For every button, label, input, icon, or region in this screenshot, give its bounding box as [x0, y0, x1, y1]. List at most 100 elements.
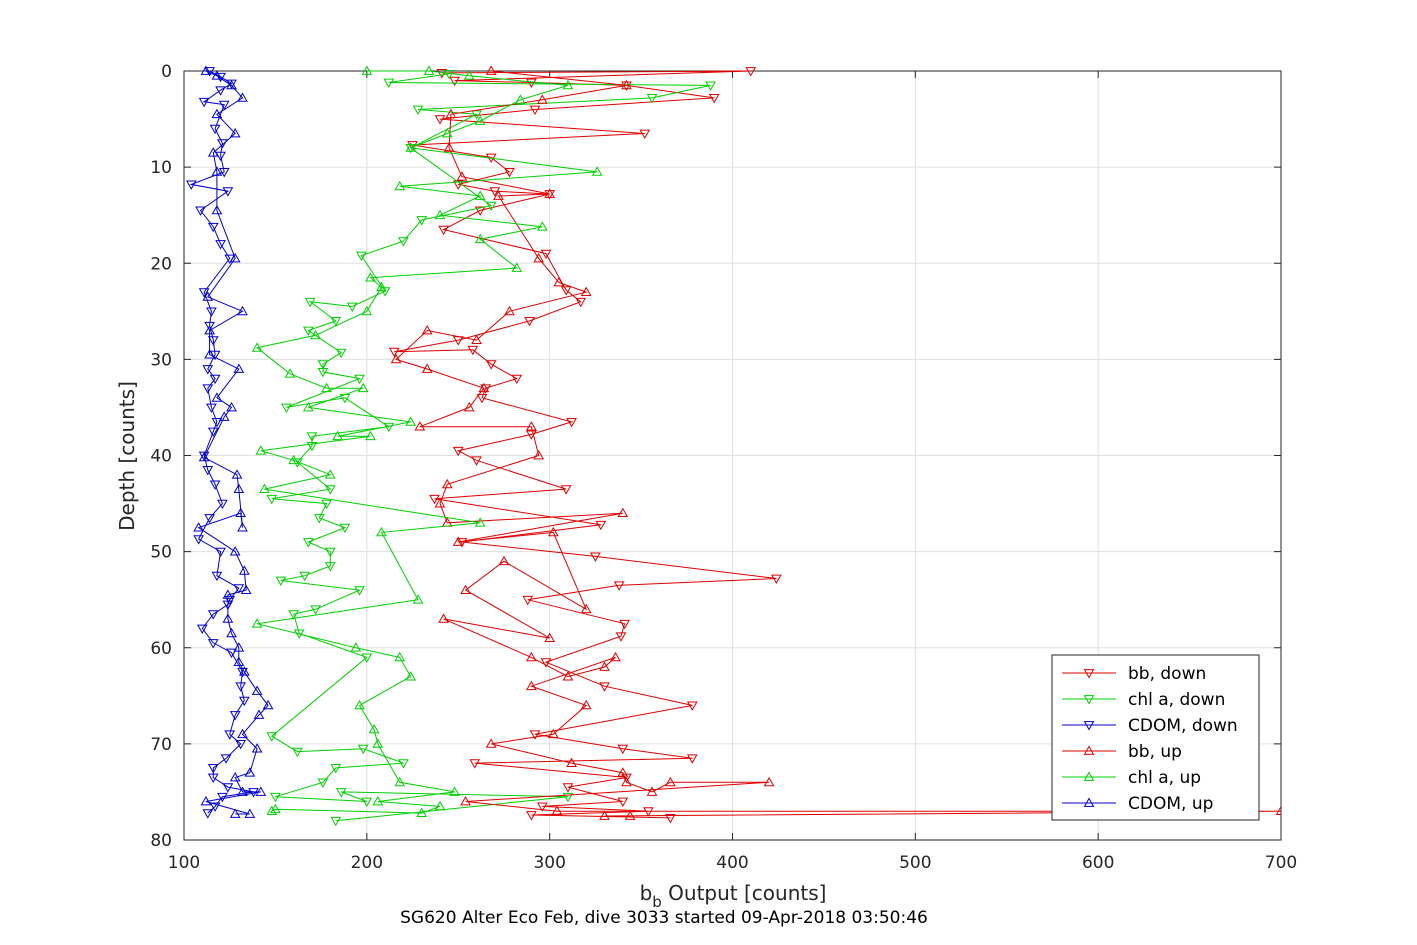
data-point-cdom-up: [233, 656, 245, 667]
data-point-cdom-down: [202, 384, 214, 394]
series-line-chl-a-up: [255, 70, 598, 814]
data-point-chl-a-up: [376, 526, 387, 537]
data-point-chl-a-down: [354, 586, 365, 596]
data-point-cdom-up: [207, 147, 219, 157]
data-point-chl-a-up: [259, 483, 270, 494]
data-point-chl-a-down: [306, 442, 318, 452]
data-point-bb-down: [544, 190, 556, 200]
data-point-cdom-up: [237, 92, 248, 102]
legend-marker: [1083, 797, 1095, 807]
data-point-bb-up: [533, 252, 545, 263]
data-point-bb-down: [664, 814, 676, 824]
data-point-bb-up: [478, 382, 490, 393]
data-point-bb-down: [686, 701, 698, 711]
y-axis-label: Depth [counts]: [115, 381, 139, 531]
data-point-cdom-up: [231, 469, 243, 479]
data-point-cdom-up: [262, 699, 274, 710]
data-point-cdom-up: [244, 767, 256, 777]
data-point-cdom-up: [211, 70, 223, 80]
data-point-chl-a-down: [306, 432, 318, 442]
data-point-chl-a-up: [412, 594, 424, 604]
data-point-chl-a-up: [288, 454, 300, 465]
data-point-chl-a-up: [405, 416, 417, 426]
data-point-cdom-down: [204, 514, 215, 524]
data-point-cdom-up: [226, 401, 237, 412]
data-point-cdom-up: [222, 613, 234, 623]
data-point-bb-up: [621, 79, 632, 90]
data-point-cdom-down: [218, 168, 230, 178]
data-point-chl-a-up: [361, 65, 373, 75]
series-line-bb-down: [394, 70, 777, 819]
y-tick-label: 10: [150, 158, 172, 178]
data-point-chl-a-down: [412, 105, 424, 115]
data-point-cdom-down: [215, 547, 226, 558]
data-point-bb-down: [388, 347, 400, 358]
y-tick-label: 50: [150, 543, 172, 563]
data-point-cdom-down: [233, 584, 245, 594]
x-tick-label: 100: [168, 853, 200, 873]
data-point-bb-down: [566, 417, 577, 428]
data-point-cdom-down: [235, 682, 247, 692]
x-tick-label: 500: [899, 853, 931, 873]
data-point-cdom-up: [240, 584, 252, 594]
data-point-chl-a-down: [299, 571, 311, 582]
y-tick-label: 20: [150, 254, 172, 274]
data-point-bb-down: [617, 744, 629, 755]
data-point-chl-a-up: [515, 94, 526, 104]
data-point-bb-up: [414, 421, 426, 431]
legend-item-bb-down: bb, down: [1062, 664, 1206, 684]
data-point-bb-up: [390, 353, 402, 364]
data-point-cdom-up: [253, 709, 265, 719]
data-point-cdom-down: [215, 86, 226, 96]
data-point-cdom-down: [206, 403, 217, 413]
data-point-chl-a-up: [394, 776, 406, 787]
data-point-bb-down: [619, 619, 630, 630]
data-point-chl-a-down: [302, 538, 314, 548]
data-point-cdom-down: [238, 696, 250, 707]
data-point-chl-a-up: [405, 142, 417, 152]
data-point-cdom-up: [229, 252, 241, 263]
data-point-bb-up: [562, 671, 574, 681]
data-point-bb-up: [460, 796, 471, 806]
data-point-bb-up: [421, 363, 433, 373]
data-point-cdom-up: [229, 772, 241, 782]
data-point-chl-a-down: [383, 422, 395, 433]
data-point-bb-down: [708, 94, 720, 104]
data-point-cdom-up: [229, 546, 241, 556]
data-point-cdom-up: [237, 305, 248, 316]
data-point-cdom-up: [200, 65, 212, 75]
x-tick-label: 200: [351, 853, 383, 873]
legend-item-bb-up: bb, up: [1062, 742, 1182, 762]
y-tick-label: 80: [150, 831, 172, 851]
data-point-bb-down: [771, 574, 782, 585]
data-point-cdom-down: [198, 288, 210, 298]
data-point-bb-up: [544, 632, 556, 643]
data-point-bb-down: [449, 76, 460, 87]
data-point-chl-a-up: [251, 618, 263, 628]
data-point-chl-a-up: [441, 127, 453, 138]
x-axis-ticks: 100 200 300 400 500 600 700: [168, 71, 1297, 873]
data-point-cdom-down: [207, 610, 219, 620]
data-point-bb-down: [436, 69, 448, 79]
data-point-bb-up: [621, 776, 632, 787]
data-point-bb-up: [441, 478, 453, 489]
data-point-chl-a-down: [485, 201, 497, 212]
data-point-bb-up: [460, 584, 471, 594]
legend-marker: [1083, 695, 1095, 705]
data-point-chl-a-down: [330, 764, 342, 774]
data-point-chl-a-down: [416, 216, 428, 226]
data-point-bb-up: [463, 401, 475, 412]
y-tick-label: 60: [150, 639, 172, 659]
data-point-bb-down: [429, 494, 440, 505]
data-point-cdom-up: [235, 507, 247, 518]
data-point-cdom-down: [195, 206, 206, 216]
data-point-chl-a-down: [317, 360, 329, 370]
data-point-chl-a-up: [405, 671, 417, 681]
series-bb-up: [390, 65, 1281, 820]
data-point-chl-a-down: [317, 778, 329, 788]
legend-item-chl-a-up: chl a, up: [1062, 768, 1201, 788]
data-point-cdom-up: [200, 796, 212, 806]
data-point-cdom-up: [237, 786, 248, 796]
data-point-chl-a-down: [355, 251, 367, 262]
data-point-cdom-up: [233, 363, 245, 373]
